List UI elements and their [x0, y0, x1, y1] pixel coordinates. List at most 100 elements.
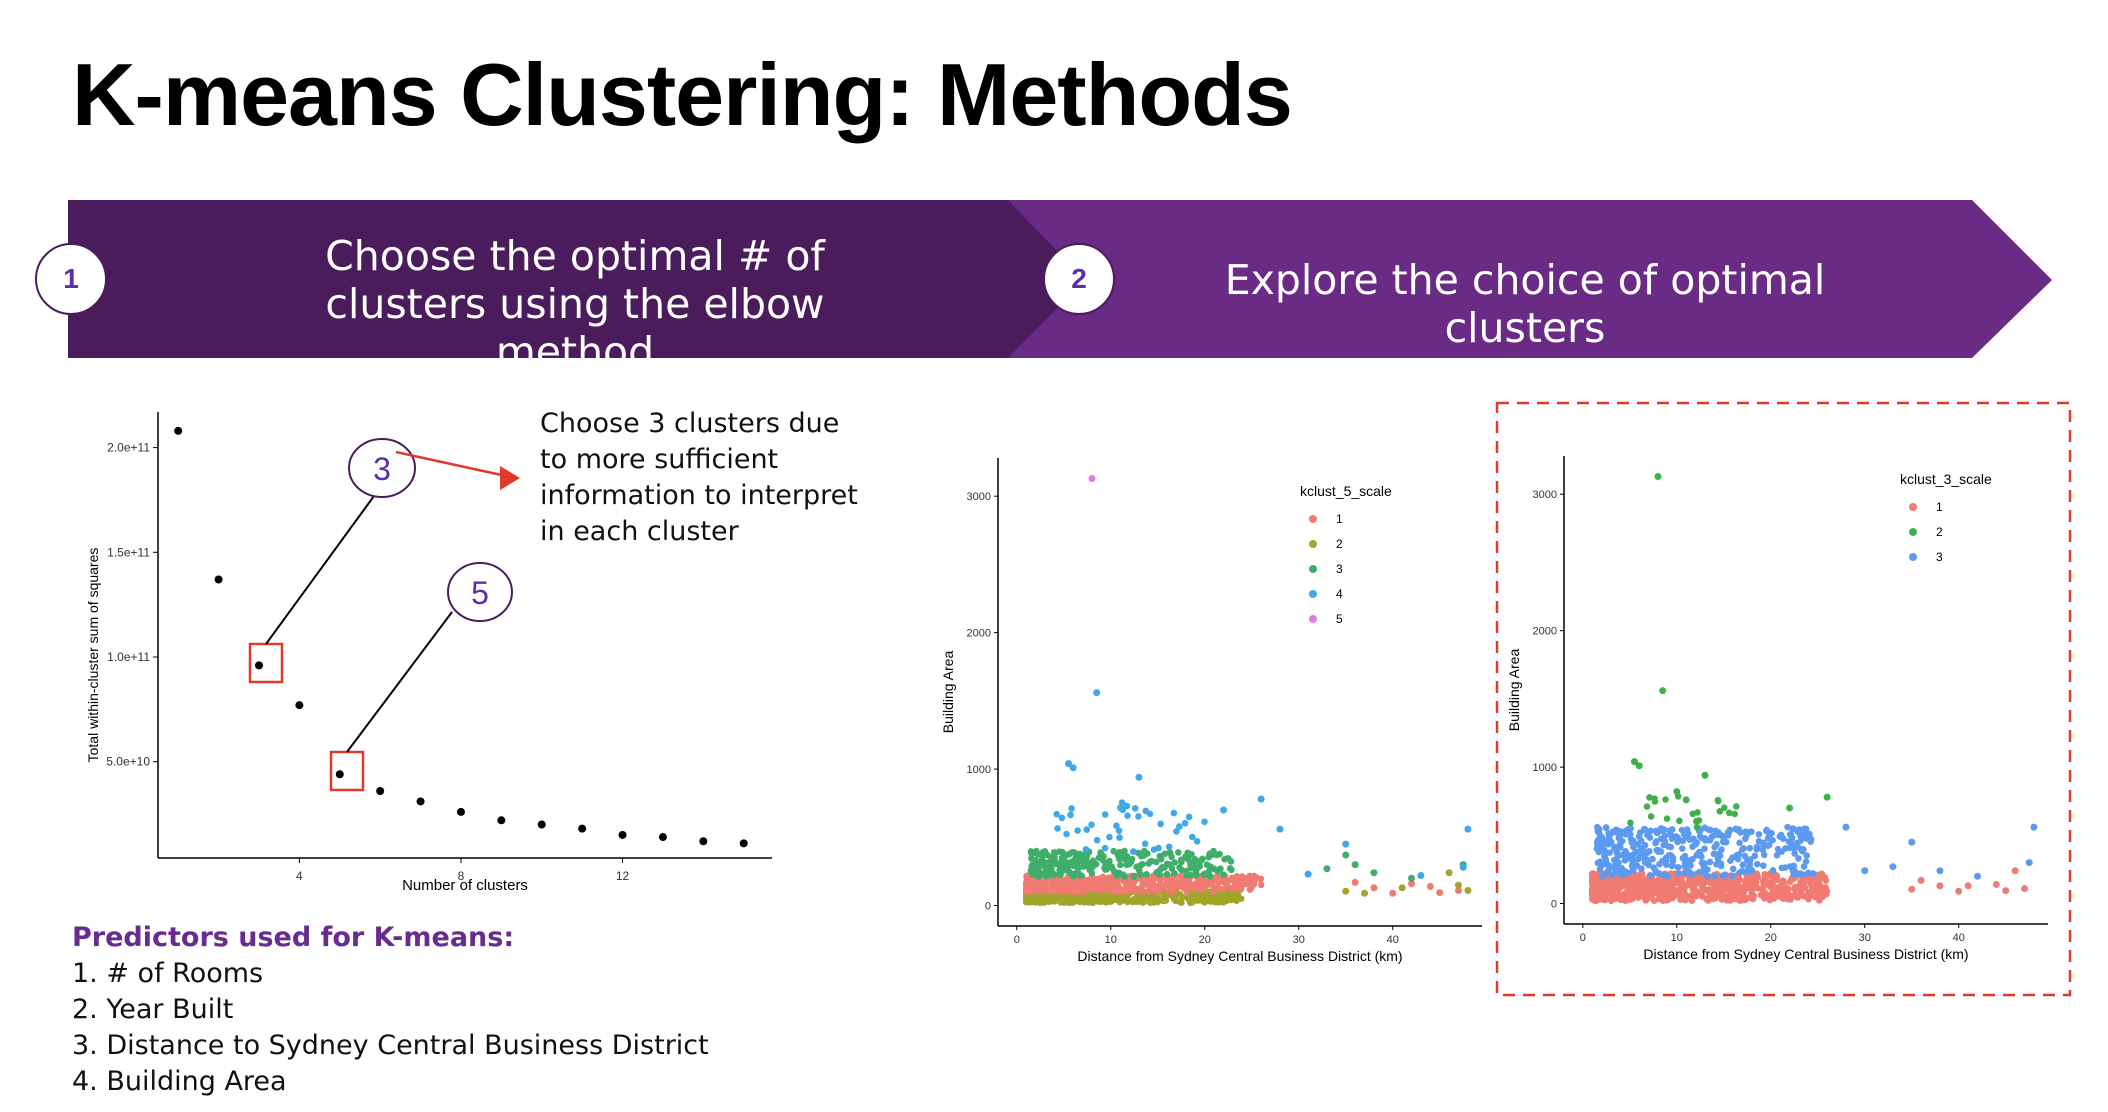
legend-title: kclust_3_scale [1900, 471, 1992, 487]
scatter-point [2002, 887, 2010, 895]
scatter-point [1071, 856, 1079, 863]
scatter-point [1027, 848, 1035, 855]
step-1-badge: 1 [35, 243, 107, 315]
predictor-item: 3. Distance to Sydney Central Business D… [72, 1030, 709, 1061]
elbow-point [376, 786, 385, 795]
scatter-point [1744, 894, 1751, 902]
scatter-point [1711, 843, 1718, 851]
scatter-point [1239, 880, 1247, 888]
step-1-number: 1 [63, 263, 79, 294]
scatter-point [1662, 796, 1669, 803]
scatter-point [1193, 838, 1201, 845]
scatter-point [1791, 885, 1798, 893]
scatter-point [1135, 813, 1142, 820]
scatter-y-tick-label: 2000 [967, 628, 991, 640]
scatter-point [1152, 858, 1160, 866]
scatter-point [1081, 881, 1089, 888]
scatter-point [1762, 827, 1770, 835]
scatter-point [1250, 872, 1258, 880]
scatter-point [1608, 891, 1616, 898]
scatter-point [1165, 860, 1173, 868]
elbow-point [214, 575, 223, 584]
scatter-point [1178, 872, 1185, 880]
scatter-point [1657, 825, 1665, 832]
scatter-point [1730, 895, 1738, 903]
scatter-point [1598, 834, 1606, 841]
scatter-point [1203, 861, 1211, 868]
scatter-point [1072, 878, 1080, 885]
scatter-point [1068, 849, 1076, 856]
legend-label: 1 [1336, 512, 1343, 526]
scatter-point [1701, 835, 1709, 842]
scatter-point [1596, 865, 1604, 873]
scatter-point [1624, 896, 1631, 903]
scatter-point [1157, 820, 1164, 828]
scatter-point [1228, 866, 1235, 874]
scatter-point [1197, 894, 1204, 902]
scatter-point [1093, 836, 1101, 844]
scatter-point [1648, 882, 1656, 889]
scatter-point [1640, 825, 1648, 833]
scatter-point [1682, 796, 1690, 804]
scatter-point [1068, 805, 1075, 812]
scatter-point [1188, 833, 1196, 841]
scatter-point [1603, 878, 1610, 886]
scatter-point [1751, 852, 1759, 860]
elbow-point [295, 701, 304, 710]
scatter-point [1908, 885, 1916, 893]
scatter-point [1674, 870, 1682, 877]
scatter-point [1706, 858, 1714, 866]
legend-swatch [1309, 590, 1317, 598]
scatter-point [1173, 828, 1180, 835]
scatter-point [1717, 862, 1725, 870]
scatter-point [1718, 896, 1726, 903]
scatter-point [1700, 868, 1707, 876]
scatter-point [1746, 844, 1754, 852]
scatter-point [1213, 885, 1220, 893]
scatter-x-tick-label: 0 [1014, 934, 1020, 946]
scatter-point [1220, 806, 1228, 814]
scatter-point [1172, 893, 1179, 900]
scatter-point [1774, 845, 1782, 853]
scatter-point [1734, 855, 1742, 863]
scatter-point [2021, 885, 2029, 893]
scatter-point [1696, 849, 1704, 857]
scatter-point [1101, 811, 1109, 818]
elbow-point [497, 816, 506, 825]
scatter-point [1088, 899, 1096, 906]
scatter-point [1234, 890, 1241, 898]
scatter-point [1023, 896, 1031, 904]
callout-label-3: 3 [373, 451, 391, 487]
scatter-point [1069, 764, 1077, 772]
scatter-point [1747, 883, 1755, 891]
scatter-point [1154, 898, 1161, 906]
scatter-point [1701, 845, 1708, 853]
scatter-point [1733, 803, 1740, 810]
scatter-point [1179, 893, 1186, 901]
scatter-point [1992, 880, 2000, 888]
scatter-point [1679, 889, 1687, 897]
scatter-point [1777, 885, 1784, 893]
note-arrow-line [395, 450, 507, 478]
scatter-point [1657, 835, 1665, 842]
scatter-point [1116, 898, 1124, 906]
scatter-point [1593, 845, 1601, 853]
scatter-point [1056, 848, 1063, 856]
scatter-point [1698, 883, 1706, 890]
scatter-point [1077, 888, 1084, 895]
scatter-point [1038, 850, 1046, 857]
scatter-point [1761, 894, 1768, 902]
scatter-point [1598, 872, 1606, 879]
scatter-point [1773, 872, 1781, 880]
scatter-point [1809, 870, 1817, 877]
scatter-point [1736, 839, 1743, 847]
scatter-point [1436, 889, 1444, 897]
scatter-point [1797, 885, 1805, 892]
scatter-point [1150, 846, 1158, 853]
scatter-point [1203, 896, 1211, 904]
scatter-point [1068, 885, 1075, 893]
scatter-point [1067, 811, 1074, 819]
scatter-point [1110, 847, 1117, 855]
scatter-point [1889, 863, 1897, 871]
